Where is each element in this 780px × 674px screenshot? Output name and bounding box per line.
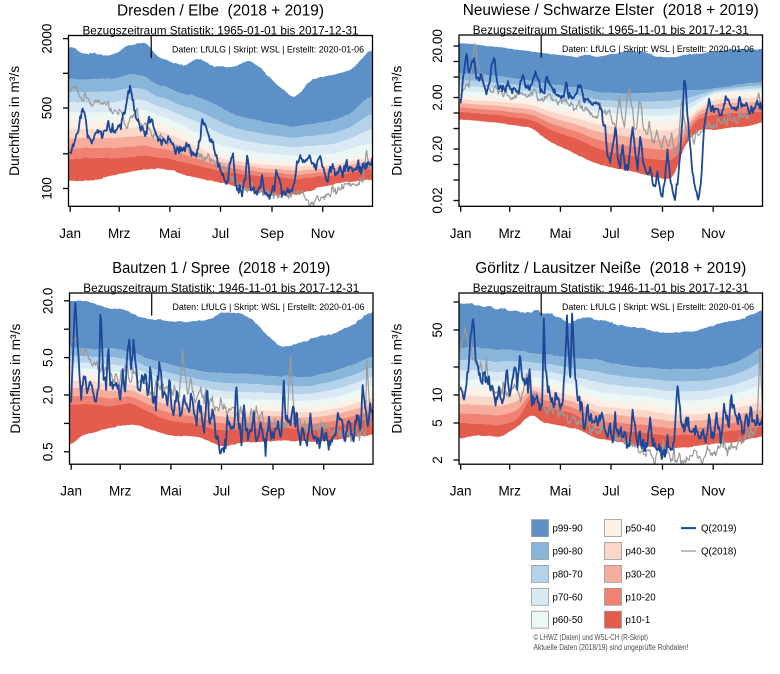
svg-text:© LHWZ (Daten) und WSL-CH (R-S: © LHWZ (Daten) und WSL-CH (R-Skript) [534,633,649,642]
svg-text:Bezugszeitraum Statistik: 1946: Bezugszeitraum Statistik: 1946-11-01 bis… [83,281,359,295]
svg-text:Neuwiese / Schwarze Elster (2: Neuwiese / Schwarze Elster (2018 + 2019) [463,2,759,19]
svg-text:20.00: 20.00 [430,29,445,63]
svg-text:Sep: Sep [260,226,284,241]
svg-text:p90-80: p90-80 [553,547,584,558]
svg-text:Durchfluss in m³/s: Durchfluss in m³/s [7,66,22,176]
svg-text:Durchfluss in m³/s: Durchfluss in m³/s [390,323,405,433]
svg-text:Mrz: Mrz [498,484,521,499]
svg-text:p10-1: p10-1 [626,615,651,626]
svg-text:Mai: Mai [160,484,182,499]
svg-text:100: 100 [40,177,55,200]
svg-text:Daten: LfULG | Skript: WSL | E: Daten: LfULG | Skript: WSL | Erstellt: 2… [562,302,754,313]
svg-text:Daten: LfULG | Skript: WSL | E: Daten: LfULG | Skript: WSL | Erstellt: 2… [562,44,754,55]
svg-text:Jul: Jul [213,484,230,499]
svg-text:p10-20: p10-20 [626,592,657,603]
svg-text:Görlitz / Lausitzer Neiße (20: Görlitz / Lausitzer Neiße (2018 + 2019) [475,260,746,277]
svg-text:Bautzen 1 / Spree (2018 + 201: Bautzen 1 / Spree (2018 + 2019) [112,260,330,277]
svg-text:Mrz: Mrz [109,484,132,499]
svg-text:Aktuelle Daten (2018/19) sind: Aktuelle Daten (2018/19) sind ungeprüfte… [534,643,689,652]
svg-text:2.00: 2.00 [430,84,445,110]
svg-text:Nov: Nov [701,226,725,241]
svg-text:5: 5 [430,419,445,427]
svg-text:Mrz: Mrz [498,226,521,241]
svg-text:Bezugszeitraum Statistik: 1965: Bezugszeitraum Statistik: 1965-01-01 bis… [83,23,359,37]
svg-text:50: 50 [430,322,445,337]
svg-text:p99-90: p99-90 [553,524,584,535]
svg-text:Nov: Nov [312,484,336,499]
svg-text:Dresden / Elbe (2018 + 2019): Dresden / Elbe (2018 + 2019) [117,3,324,20]
svg-text:Mai: Mai [550,484,572,499]
svg-text:p80-70: p80-70 [553,569,584,580]
svg-text:p50-40: p50-40 [626,524,657,535]
svg-text:Nov: Nov [701,484,725,499]
svg-text:p60-50: p60-50 [553,615,584,626]
svg-text:Q(2019): Q(2019) [701,524,737,535]
svg-text:p70-60: p70-60 [553,592,584,603]
svg-text:Sep: Sep [261,484,285,499]
svg-text:10: 10 [430,387,445,402]
svg-text:Jul: Jul [212,226,229,241]
svg-text:Mrz: Mrz [108,226,131,241]
svg-text:20.0: 20.0 [41,288,56,314]
svg-text:Nov: Nov [311,226,335,241]
svg-text:Jan: Jan [450,484,472,499]
svg-text:2.0: 2.0 [41,386,56,405]
svg-text:Q(2018): Q(2018) [701,547,737,558]
svg-text:Bezugszeitraum Statistik: 1946: Bezugszeitraum Statistik: 1946-11-01 bis… [473,281,749,295]
svg-text:Bezugszeitraum Statistik: 1965: Bezugszeitraum Statistik: 1965-11-01 bis… [473,23,749,37]
svg-text:Daten: LfULG | Skript: WSL | E: Daten: LfULG | Skript: WSL | Erstellt: 2… [173,302,365,313]
svg-text:0.02: 0.02 [430,187,445,213]
svg-text:0.20: 0.20 [430,136,445,162]
svg-text:Jan: Jan [450,226,472,241]
svg-text:Jan: Jan [60,484,82,499]
svg-text:Jul: Jul [602,226,619,241]
svg-text:500: 500 [40,97,55,120]
svg-text:Mai: Mai [550,226,572,241]
svg-text:0.5: 0.5 [41,442,56,461]
svg-text:Sep: Sep [650,226,674,241]
svg-text:Jan: Jan [59,226,81,241]
svg-text:2: 2 [430,456,445,464]
svg-text:Mai: Mai [159,226,181,241]
svg-text:Daten: LfULG | Skript: WSL | E: Daten: LfULG | Skript: WSL | Erstellt: 2… [172,45,364,56]
svg-text:p30-20: p30-20 [626,569,657,580]
svg-text:5.0: 5.0 [41,348,56,367]
svg-text:Sep: Sep [650,484,674,499]
svg-text:Durchfluss in m³/s: Durchfluss in m³/s [8,323,23,433]
svg-text:p40-30: p40-30 [626,547,657,558]
svg-text:2000: 2000 [40,24,55,54]
svg-text:Durchfluss in m³/s: Durchfluss in m³/s [390,65,405,175]
svg-text:Jul: Jul [602,484,619,499]
